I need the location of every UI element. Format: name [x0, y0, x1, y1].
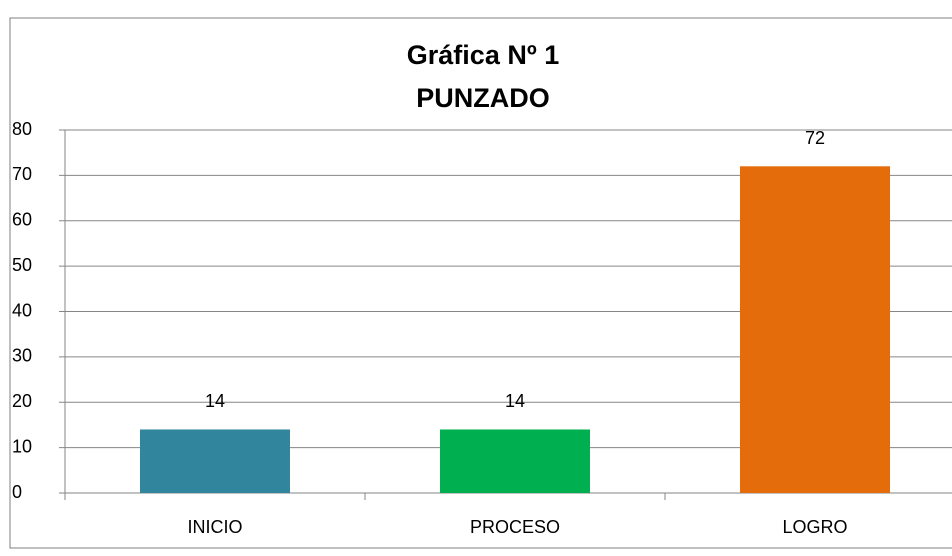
y-tick-label: 50: [12, 255, 32, 275]
chart-subtitle: PUNZADO: [416, 83, 550, 113]
data-label: 14: [205, 391, 225, 411]
data-label: 14: [505, 391, 525, 411]
x-tick-label: LOGRO: [782, 517, 847, 537]
chart-title: Gráfica Nº 1: [407, 40, 559, 70]
y-tick-label: 70: [12, 164, 32, 184]
y-tick-label: 0: [12, 482, 22, 502]
y-tick-label: 10: [12, 436, 32, 456]
y-tick-label: 20: [12, 391, 32, 411]
bar: [440, 429, 590, 493]
y-tick-label: 60: [12, 210, 32, 230]
x-tick-label: INICIO: [187, 517, 242, 537]
bar: [140, 429, 290, 493]
x-tick-label: PROCESO: [470, 517, 560, 537]
y-tick-label: 40: [12, 300, 32, 320]
y-tick-label: 80: [12, 119, 32, 139]
bar: [740, 166, 890, 494]
data-label: 72: [805, 128, 825, 148]
y-tick-label: 30: [12, 346, 32, 366]
